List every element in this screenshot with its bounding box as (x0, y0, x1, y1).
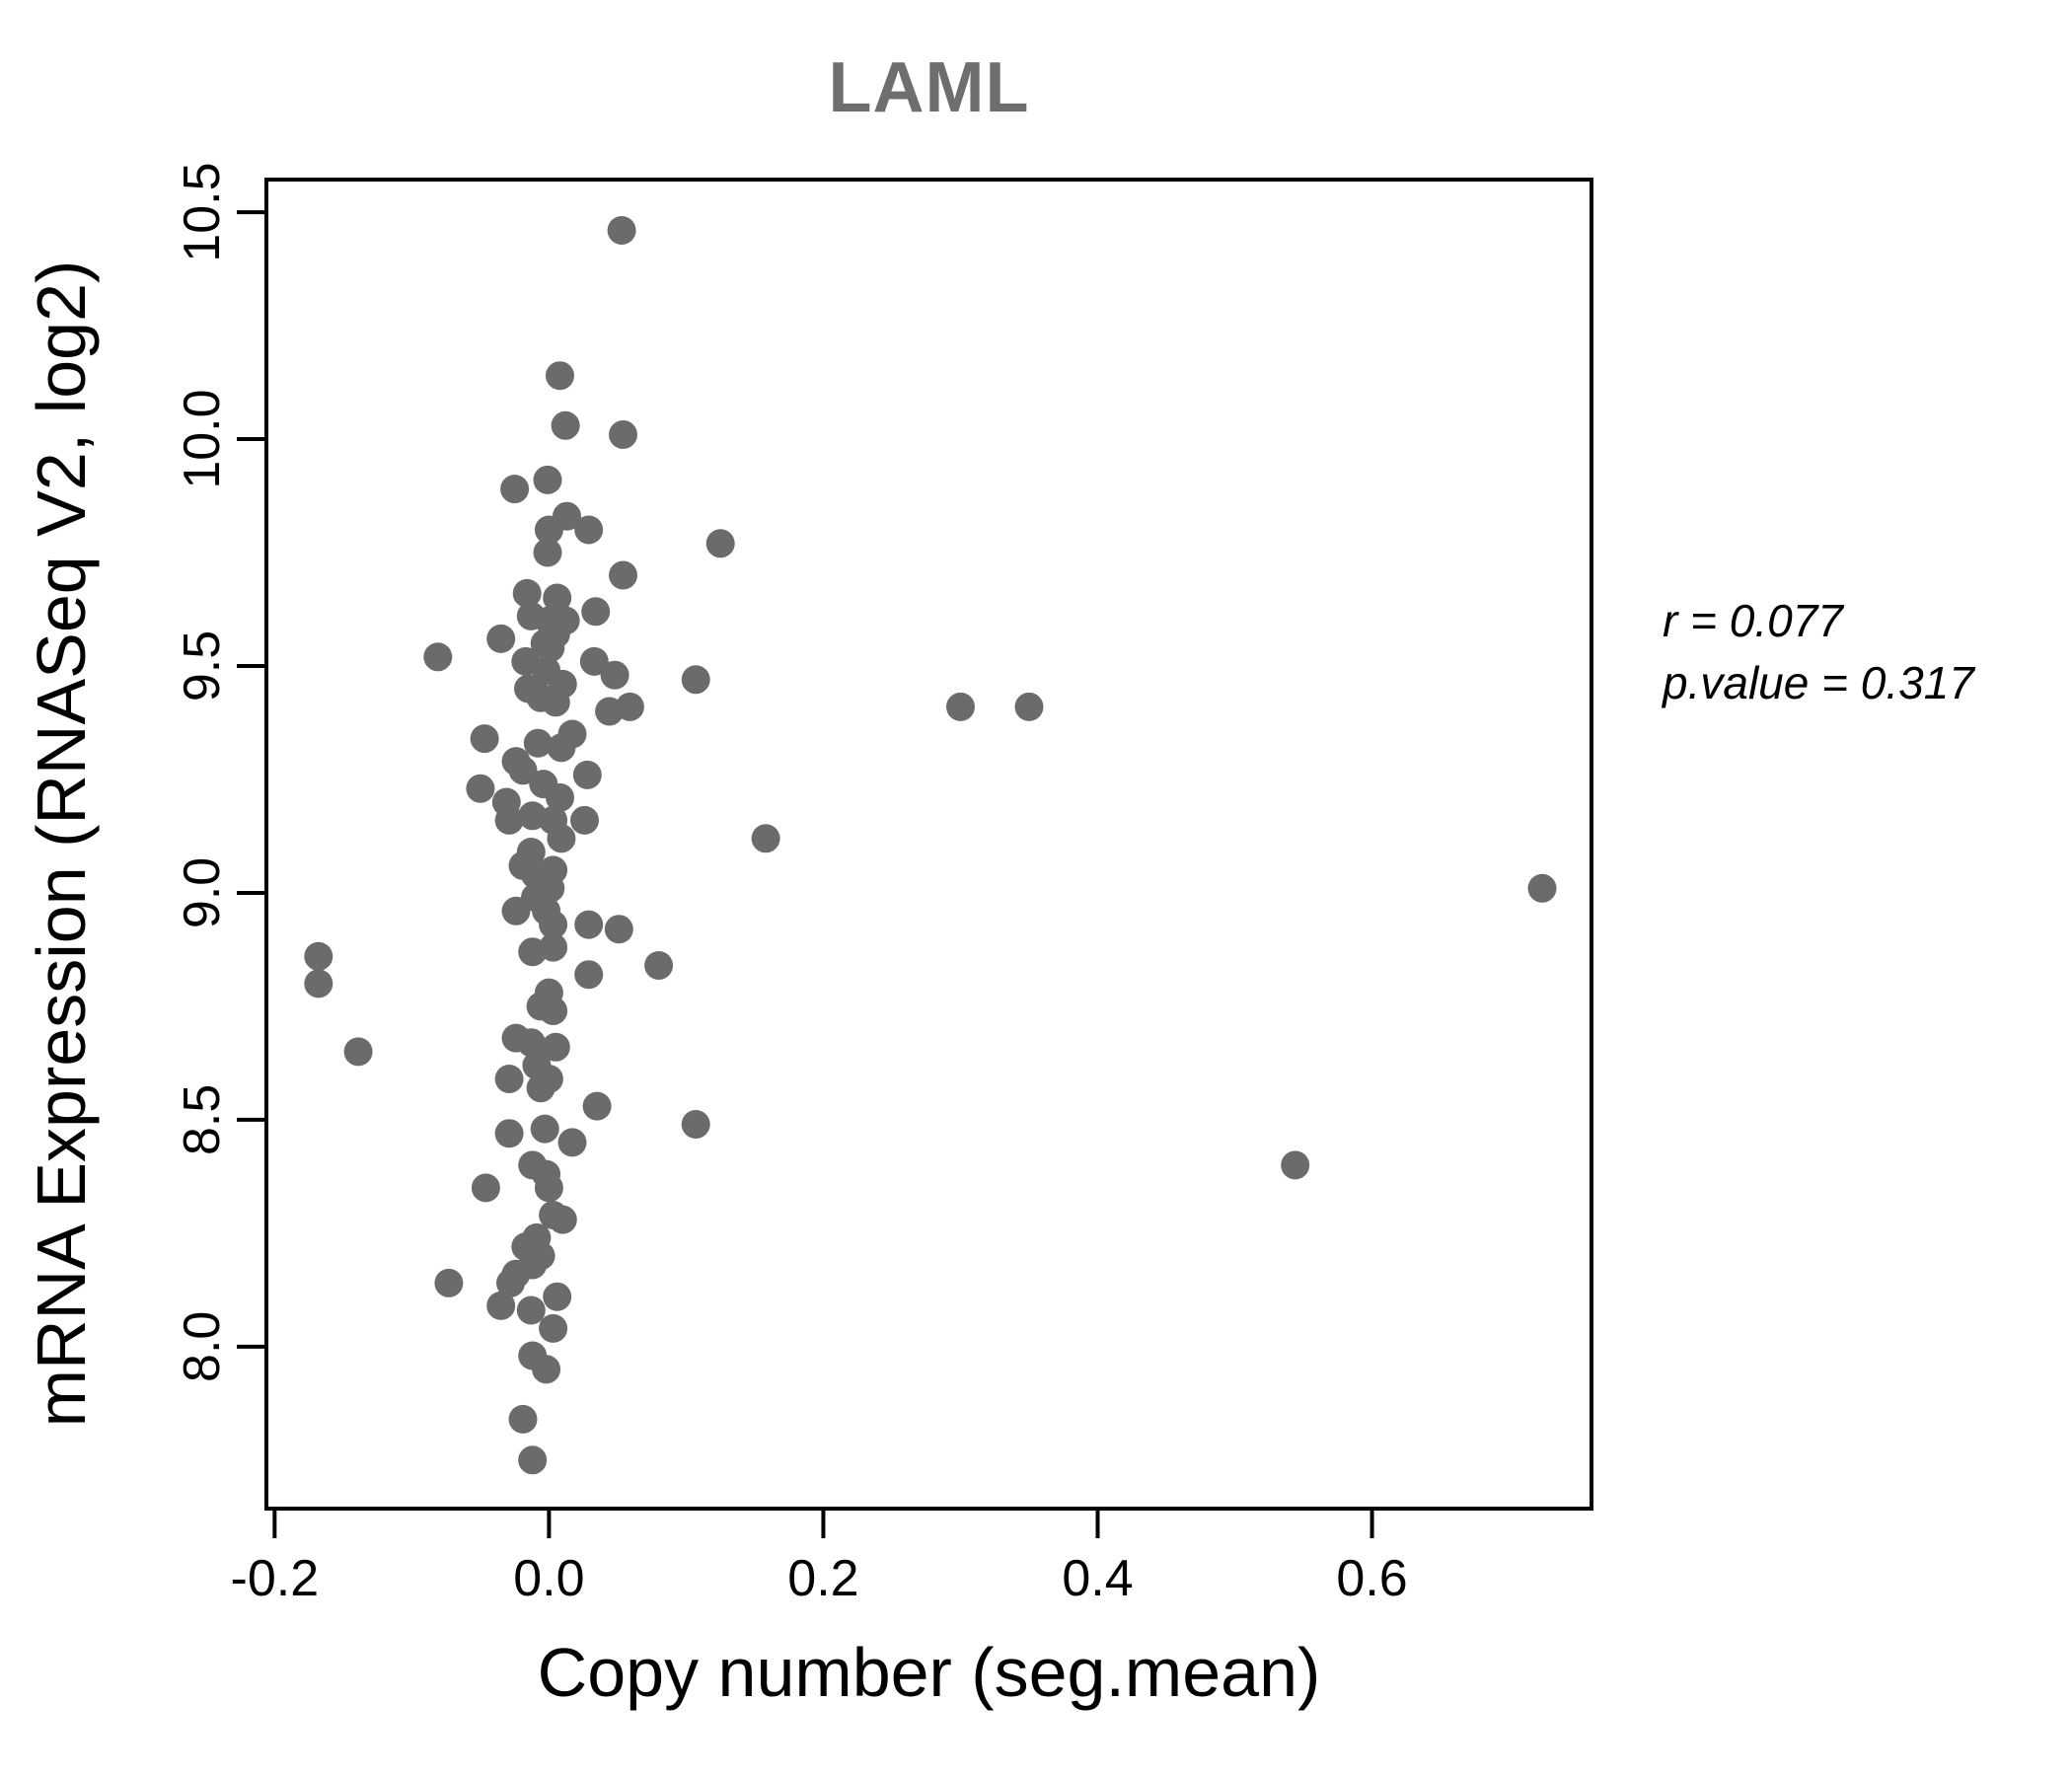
scatter-point (607, 216, 636, 245)
scatter-point (494, 805, 524, 835)
y-tick-label: 9.5 (174, 630, 231, 702)
scatter-point (946, 692, 975, 721)
page-title: LAML (828, 48, 1030, 127)
scatter-point (534, 515, 563, 545)
scatter-point (681, 665, 710, 695)
scatter-point (516, 1295, 546, 1325)
scatter-point (581, 597, 611, 627)
scatter-point (423, 642, 453, 672)
scatter-point (574, 515, 604, 545)
scatter-point (466, 774, 495, 803)
scatter-point (471, 1173, 500, 1203)
scatter-point (570, 805, 599, 835)
scatter-point (551, 410, 580, 440)
x-axis-title: Copy number (seg.mean) (537, 1634, 1321, 1711)
y-tick-label: 8.5 (174, 1084, 231, 1155)
x-tick-label: 0.0 (513, 1550, 584, 1607)
scatter-point (518, 937, 548, 967)
scatter-point (595, 697, 625, 726)
scatter-point (516, 1028, 546, 1058)
y-tick-label: 9.0 (174, 857, 231, 928)
scatter-point (508, 756, 538, 785)
scatter-point (539, 997, 568, 1025)
scatter-point (539, 1313, 568, 1343)
x-tick-label: -0.2 (231, 1550, 320, 1607)
scatter-point (547, 824, 576, 853)
scatter-point (494, 1119, 524, 1148)
scatter-point (508, 1404, 538, 1434)
scatter-point (548, 1205, 577, 1234)
scatter-point (523, 728, 553, 758)
scatter-point (534, 1173, 563, 1203)
scatter-point (600, 660, 629, 690)
r-value-text: r = 0.077 (1663, 595, 1843, 646)
scatter-point (1014, 692, 1044, 721)
scatter-point (496, 1268, 525, 1297)
scatter-point (604, 915, 633, 944)
x-tick-label: 0.2 (787, 1550, 858, 1607)
y-tick-label: 8.0 (174, 1311, 231, 1382)
scatter-point (579, 646, 609, 676)
scatter-point (546, 361, 574, 391)
scatter-point (530, 1114, 559, 1144)
scatter-point (539, 910, 568, 939)
scatter-point (543, 583, 572, 613)
scatter-point (609, 560, 637, 590)
scatter-point (705, 529, 735, 558)
scatter-point (557, 1128, 587, 1157)
x-tick-label: 0.4 (1062, 1550, 1133, 1607)
plot-border (264, 178, 1593, 1511)
scatter-point (526, 1073, 555, 1103)
scatter-point (533, 538, 562, 567)
scatter-point (434, 1268, 464, 1297)
scatter-point (541, 1032, 570, 1062)
scatter-point (574, 910, 604, 939)
scatter-point (574, 960, 604, 990)
scatter-point (486, 1291, 516, 1320)
scatter-point (1527, 873, 1557, 903)
scatter-point (681, 1110, 710, 1139)
scatter-point (541, 688, 570, 717)
scatter-point (304, 941, 333, 971)
scatter-point (501, 896, 531, 925)
correlation-annotation: r = 0.077 p.value = 0.317 (1663, 590, 1974, 714)
y-tick-label: 10.0 (174, 389, 231, 488)
scatter-point (547, 733, 576, 763)
scatter-point (486, 624, 516, 653)
scatter-point (304, 969, 333, 999)
scatter-point (470, 724, 499, 754)
scatter-point (546, 782, 574, 812)
scatter-point (512, 578, 542, 608)
scatter-point (533, 465, 562, 494)
scatter-point (1281, 1150, 1310, 1180)
scatter-point (536, 633, 565, 663)
scatter-point (500, 475, 530, 504)
scatter-point (751, 824, 780, 853)
scatter-point (494, 1065, 524, 1093)
scatter-point (582, 1091, 612, 1121)
scatter-point (644, 951, 674, 980)
scatter-point (532, 1355, 561, 1384)
scatter-point (343, 1037, 373, 1067)
y-tick-label: 10.5 (174, 163, 231, 262)
p-value-text: p.value = 0.317 (1663, 657, 1974, 708)
x-tick-label: 0.6 (1336, 1550, 1407, 1607)
scatter-point (518, 1445, 548, 1475)
scatter-point (609, 420, 637, 449)
scatter-point (543, 1282, 572, 1311)
scatter-point (572, 760, 602, 789)
